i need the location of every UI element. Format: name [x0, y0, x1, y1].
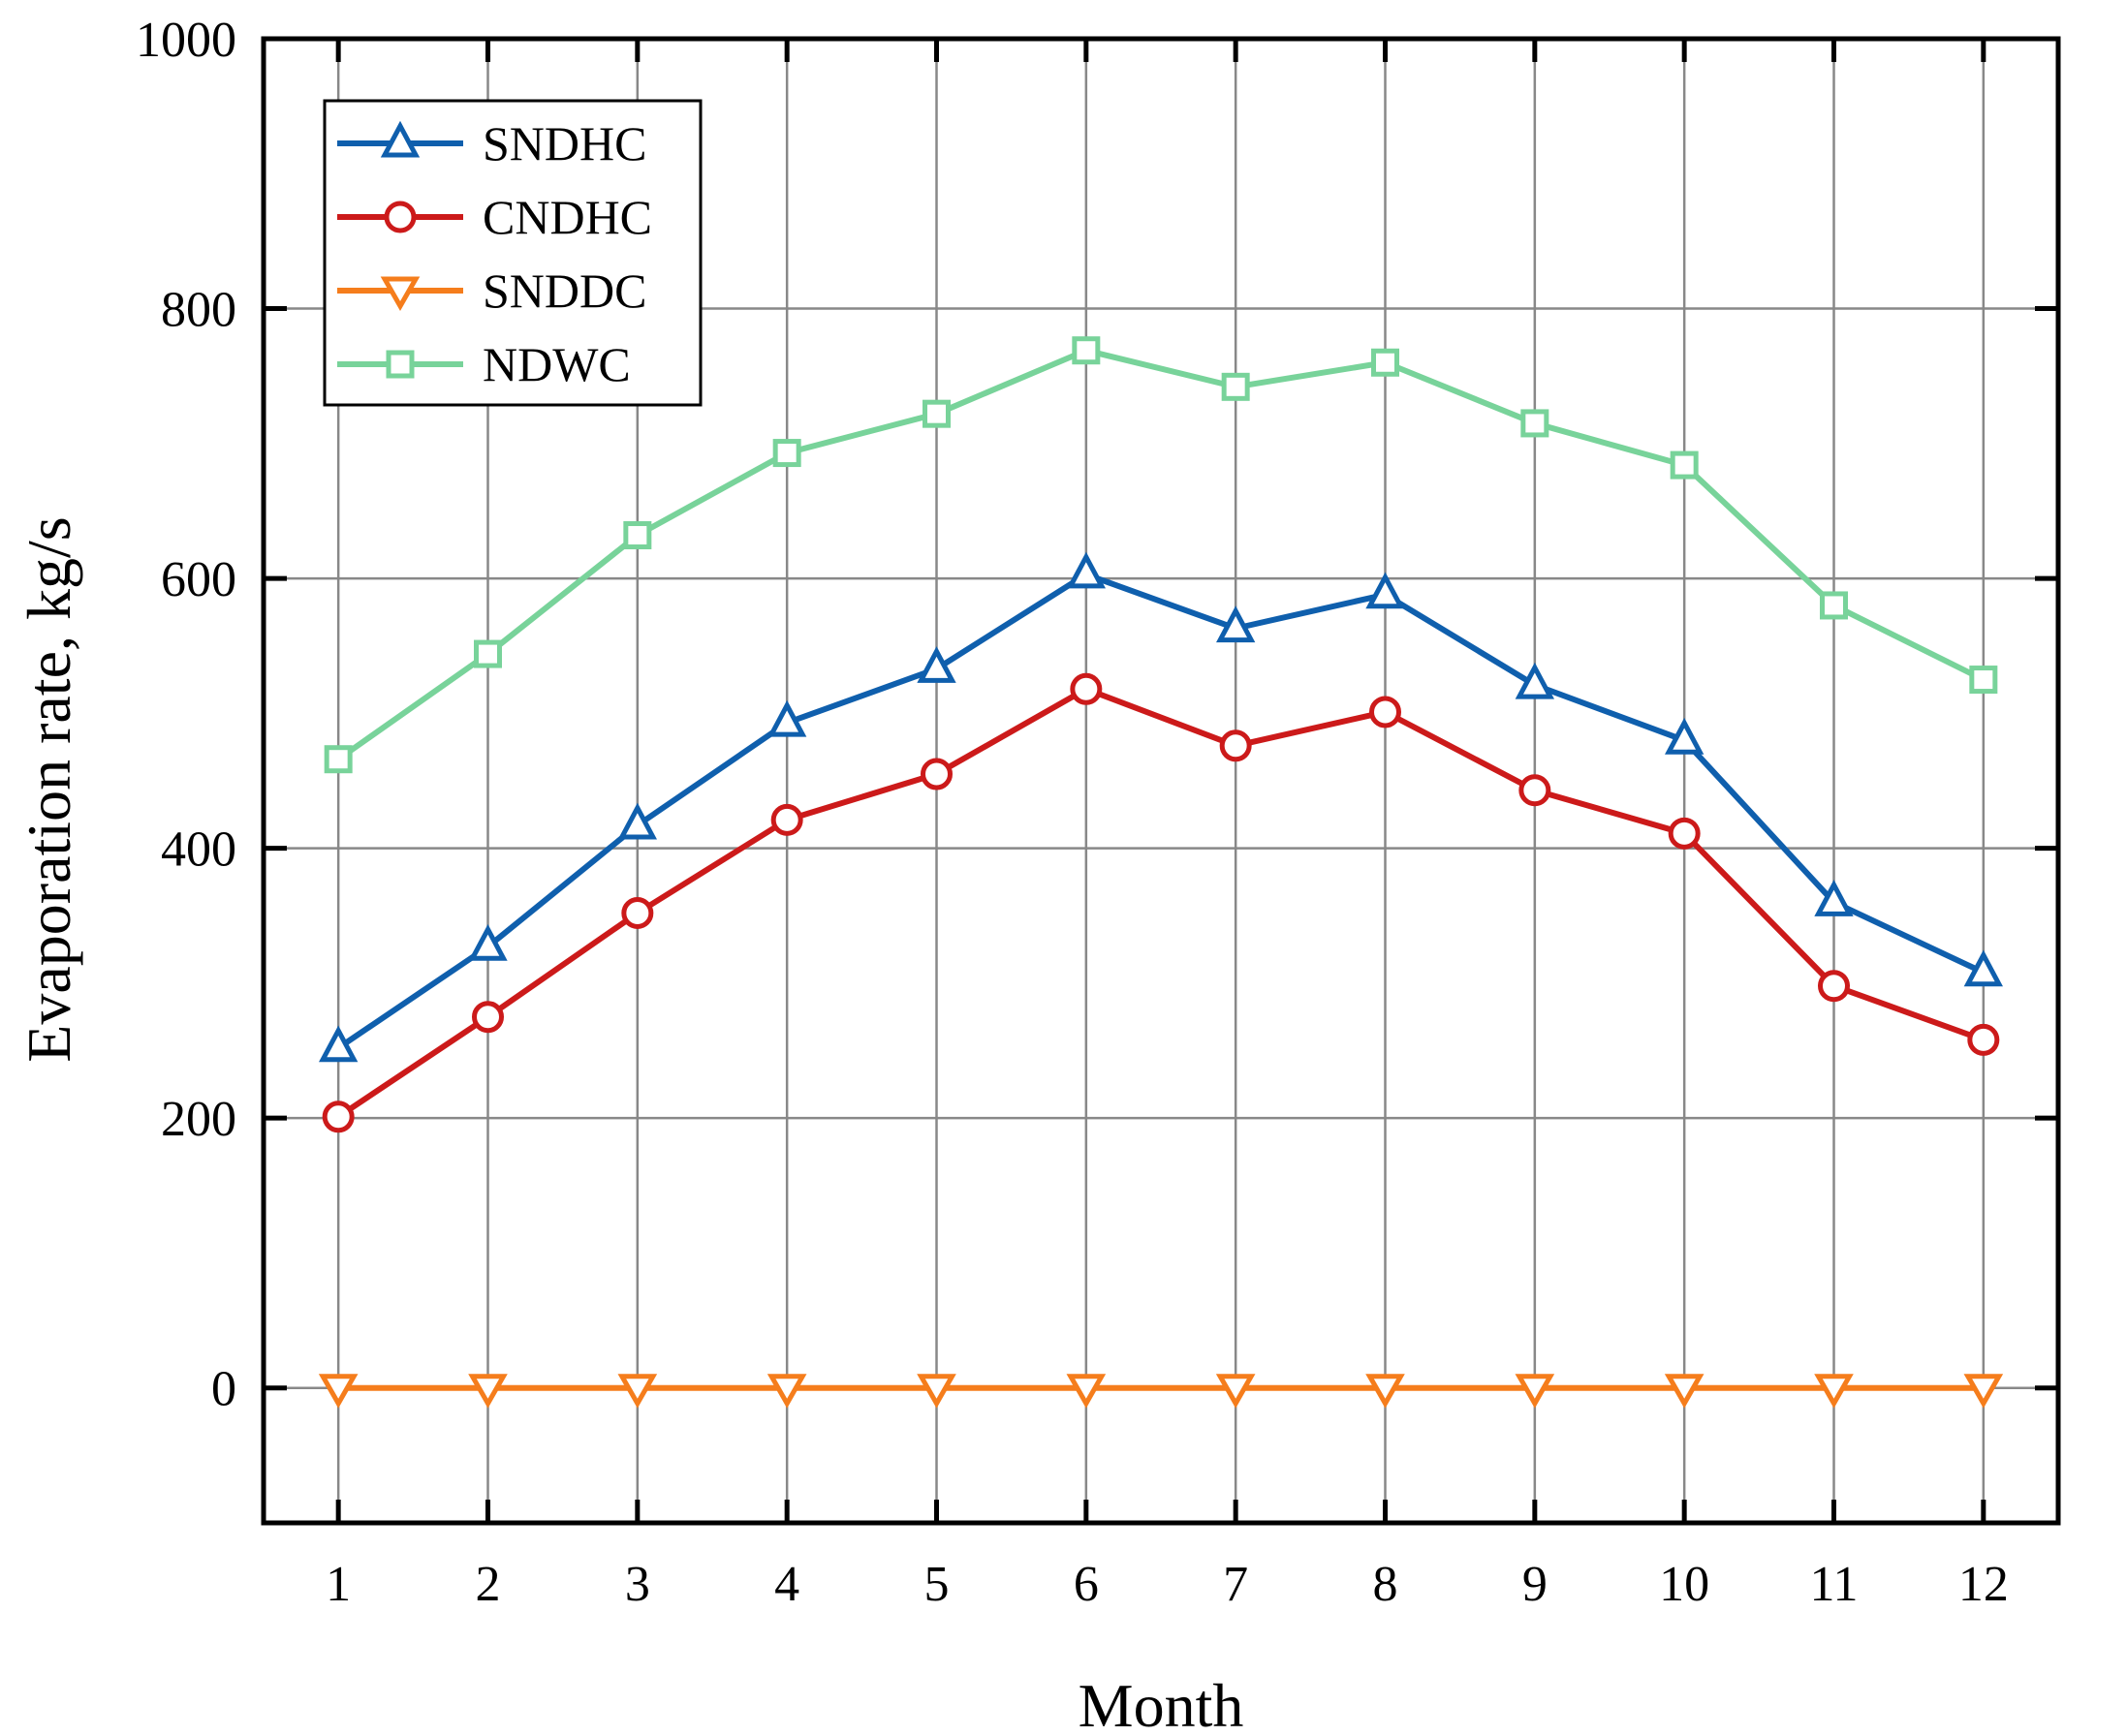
y-tick-label: 800 — [161, 283, 236, 338]
legend-marker-snddc — [380, 276, 421, 312]
y-tick-label: 1000 — [136, 13, 236, 68]
series-cndhc — [322, 672, 2000, 1133]
data-point-snddc — [917, 1374, 956, 1409]
data-point-snddc — [1066, 1374, 1107, 1409]
x-tick-label: 2 — [476, 1557, 501, 1612]
x-tick-label: 9 — [1522, 1557, 1548, 1612]
data-point-ndwc — [1969, 666, 1998, 695]
data-point-cndhc — [322, 1100, 355, 1133]
data-point-cndhc — [1668, 817, 1701, 850]
x-tick-label: 7 — [1223, 1557, 1248, 1612]
data-point-sndhc — [767, 699, 807, 737]
data-point-cndhc — [921, 758, 953, 790]
data-point-sndhc — [917, 646, 956, 683]
series-sndhc — [318, 551, 2003, 1063]
data-point-sndhc — [1215, 605, 1256, 643]
data-point-cndhc — [1369, 696, 1401, 728]
data-point-ndwc — [1520, 409, 1549, 438]
x-tick-label: 11 — [1809, 1557, 1858, 1612]
legend: SNDHC CNDHC SNDDC NDWC — [323, 99, 703, 407]
x-tick-label: 5 — [924, 1557, 950, 1612]
x-tick-label: 10 — [1659, 1557, 1709, 1612]
data-point-ndwc — [772, 439, 801, 468]
series-line-sndhc — [336, 571, 1986, 1051]
legend-label-ndwc: NDWC — [483, 337, 631, 391]
data-point-snddc — [1215, 1374, 1256, 1409]
data-point-sndhc — [1066, 551, 1107, 589]
data-point-snddc — [1814, 1374, 1854, 1409]
legend-label-cndhc: CNDHC — [483, 190, 652, 244]
y-tick-label: 400 — [161, 822, 236, 878]
legend-marker-cndhc — [384, 201, 417, 233]
x-tick-label: 12 — [1958, 1557, 2009, 1612]
data-point-snddc — [1365, 1374, 1405, 1409]
data-point-cndhc — [1818, 970, 1850, 1003]
data-point-ndwc — [1820, 591, 1848, 620]
data-point-snddc — [468, 1374, 508, 1409]
x-tick-label: 3 — [625, 1557, 650, 1612]
series-line-ndwc — [336, 347, 1986, 762]
y-tick-label: 200 — [161, 1092, 236, 1147]
legend-marker-ndwc — [386, 350, 415, 379]
data-point-cndhc — [1070, 672, 1103, 705]
data-point-sndhc — [1963, 949, 2003, 987]
x-tick-label: 4 — [774, 1557, 799, 1612]
data-point-sndhc — [318, 1025, 359, 1063]
data-point-ndwc — [623, 521, 652, 550]
plot-frame — [261, 36, 2061, 1526]
y-axis-title: Evaporation rate, kg/s — [15, 516, 83, 1062]
data-point-cndhc — [1219, 729, 1252, 762]
data-point-ndwc — [923, 399, 951, 428]
data-point-snddc — [1664, 1374, 1705, 1409]
data-point-cndhc — [621, 896, 654, 929]
data-point-snddc — [1515, 1374, 1555, 1409]
legend-label-sndhc: SNDHC — [483, 116, 646, 170]
data-point-ndwc — [1371, 348, 1399, 377]
x-axis-title: Month — [1079, 1671, 1244, 1736]
data-point-snddc — [1963, 1374, 2004, 1409]
data-point-ndwc — [474, 639, 502, 668]
data-point-cndhc — [1518, 774, 1551, 807]
series-line-cndhc — [336, 686, 1985, 1120]
data-point-sndhc — [1515, 662, 1555, 699]
data-point-sndhc — [617, 802, 657, 840]
series-ndwc — [324, 336, 1998, 774]
data-point-cndhc — [1967, 1023, 2000, 1056]
series-snddc — [318, 1374, 2004, 1409]
data-point-cndhc — [770, 803, 803, 836]
y-tick-label: 600 — [161, 552, 236, 607]
data-point-snddc — [318, 1374, 359, 1409]
data-point-sndhc — [1664, 717, 1705, 755]
data-point-ndwc — [1670, 450, 1699, 480]
series-layer — [318, 336, 2004, 1409]
y-tick-label: 0 — [211, 1362, 236, 1417]
data-point-snddc — [766, 1374, 807, 1409]
x-tick-label: 1 — [326, 1557, 351, 1612]
legend-label-snddc: SNDDC — [483, 264, 646, 318]
data-point-sndhc — [468, 923, 508, 961]
data-point-cndhc — [472, 1001, 504, 1034]
x-tick-label: 6 — [1074, 1557, 1099, 1612]
data-point-ndwc — [1221, 372, 1250, 401]
data-point-ndwc — [324, 745, 353, 774]
x-tick-label: 8 — [1373, 1557, 1398, 1612]
data-point-sndhc — [1365, 572, 1405, 609]
data-point-ndwc — [1072, 336, 1101, 365]
data-point-sndhc — [1814, 880, 1854, 916]
legend-marker-sndhc — [380, 120, 421, 158]
data-point-snddc — [617, 1374, 658, 1409]
